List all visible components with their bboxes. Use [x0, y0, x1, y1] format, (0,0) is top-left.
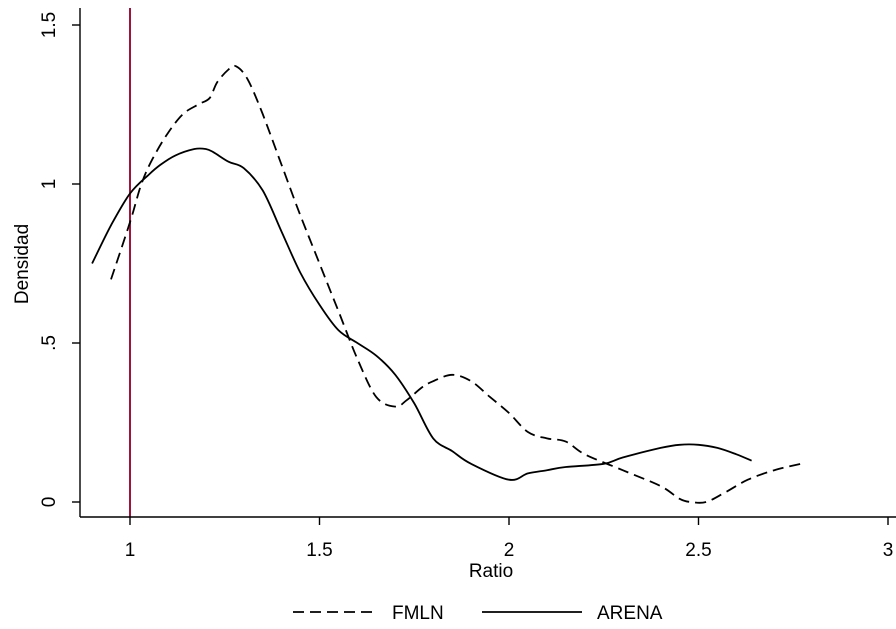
- y-tick-label: .5: [39, 335, 60, 351]
- x-tick-label: 2: [504, 540, 515, 561]
- ticks-layer: 1 1.5 2 2.5 3 0 .5 1 1.5: [39, 12, 893, 561]
- x-axis-title: Ratio: [469, 561, 513, 582]
- legend: FMLN ARENA: [293, 603, 663, 624]
- x-tick-label: 1.5: [306, 540, 332, 561]
- y-tick-label: 1.5: [39, 12, 60, 38]
- legend-label-arena: ARENA: [597, 603, 663, 624]
- axes-layer: [79, 8, 896, 518]
- y-tick-label: 0: [39, 497, 60, 508]
- x-tick-label: 3: [883, 540, 894, 561]
- series-layer: [91, 64, 802, 504]
- legend-label-fmln: FMLN: [392, 603, 444, 624]
- y-tick-label: 1: [39, 179, 60, 190]
- series-line-arena: [91, 147, 752, 481]
- x-tick-label: 1: [125, 540, 136, 561]
- y-axis-title: Densidad: [12, 224, 33, 304]
- series-line-fmln: [110, 64, 802, 504]
- x-tick-label: 2.5: [685, 540, 711, 561]
